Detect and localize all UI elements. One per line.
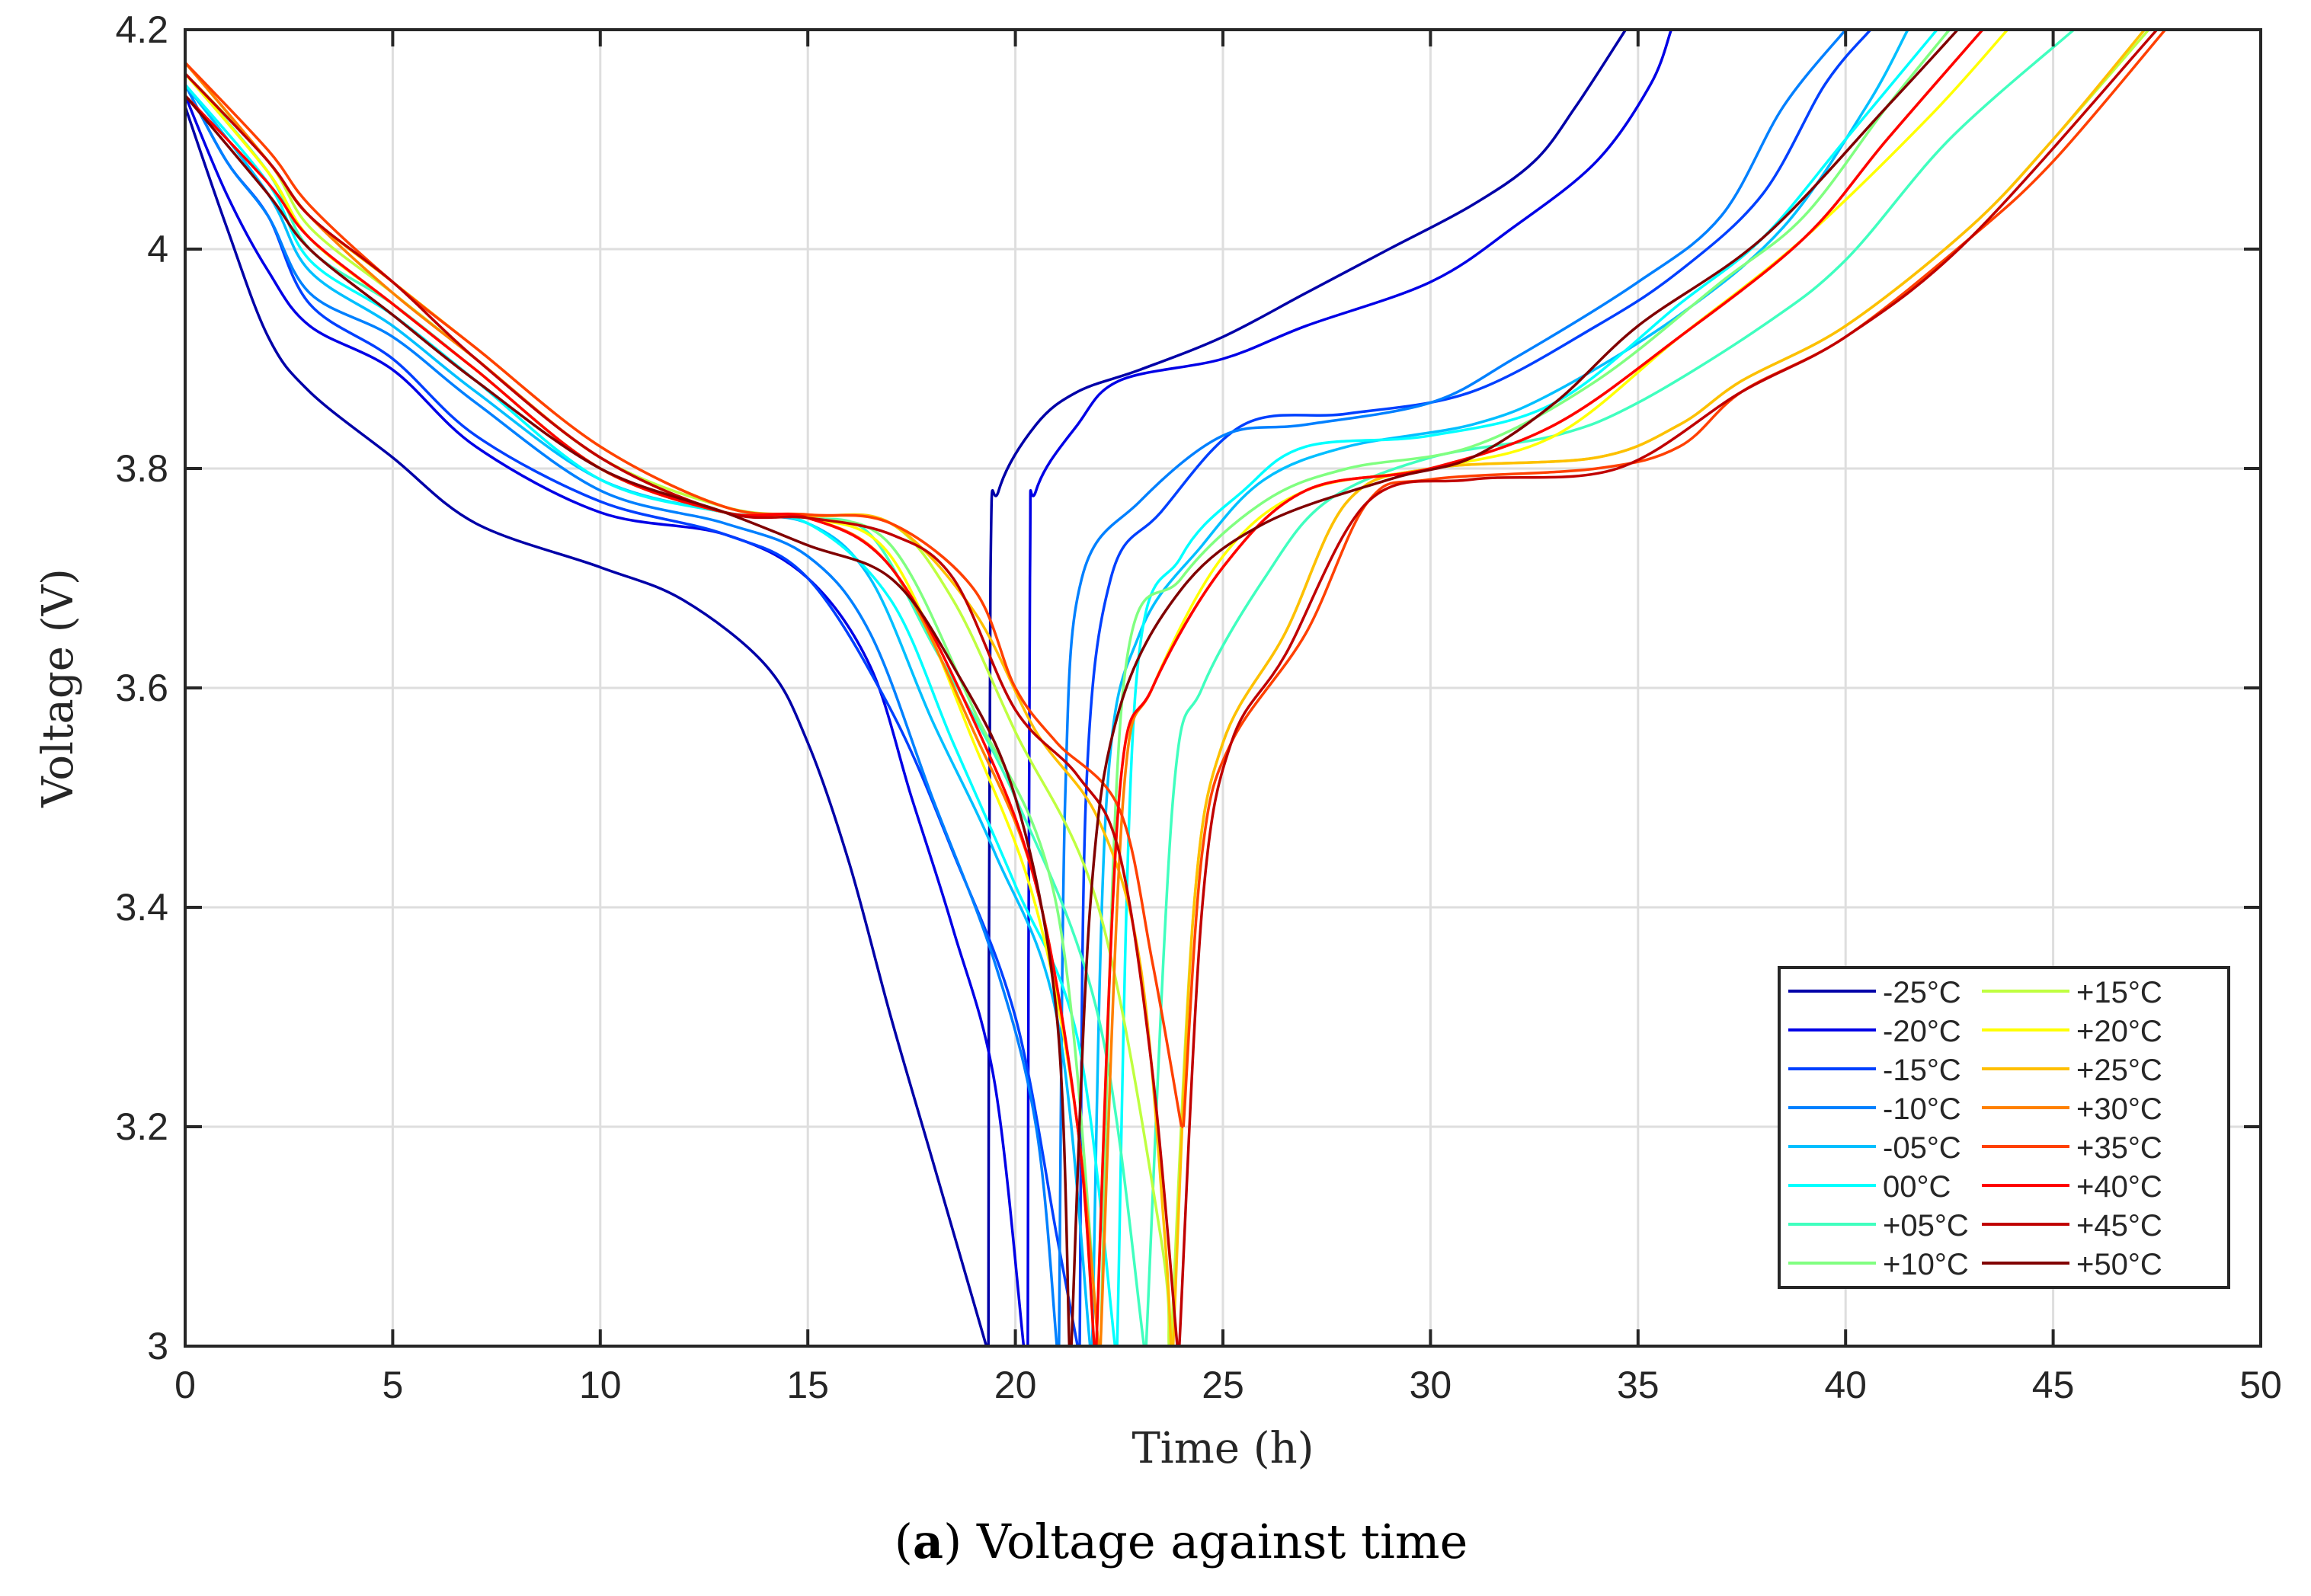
x-tick-label: 20 bbox=[994, 1364, 1037, 1406]
y-tick-label: 3.4 bbox=[115, 886, 168, 929]
charge-line bbox=[1178, 28, 2159, 1347]
caption-label: a bbox=[913, 1514, 943, 1569]
caption-text: Voltage against time bbox=[976, 1514, 1468, 1569]
x-tick-label: 40 bbox=[1824, 1364, 1867, 1406]
legend-box bbox=[1778, 966, 2230, 1289]
legend-label: +50°C bbox=[2076, 1248, 2162, 1281]
legend-label: +05°C bbox=[1883, 1209, 1969, 1243]
discharge-line bbox=[184, 106, 988, 1347]
legend-label: +15°C bbox=[2076, 976, 2162, 1009]
legend-label: +30°C bbox=[2076, 1092, 2162, 1126]
legend-label: +20°C bbox=[2076, 1015, 2162, 1048]
x-tick-label: 35 bbox=[1617, 1364, 1660, 1406]
legend-label: +25°C bbox=[2076, 1054, 2162, 1087]
ticks: 0 5 10 15 20 25 30 35 40 45 50 3 3.2 3.4 3.6 3.8 4 4.2 bbox=[115, 8, 2281, 1406]
legend-label: -15°C bbox=[1883, 1054, 1961, 1087]
discharge-line bbox=[184, 84, 1058, 1347]
x-axis-label: Time (h) bbox=[1131, 1424, 1314, 1473]
legend-label: 00°C bbox=[1883, 1170, 1951, 1204]
legend-label: -10°C bbox=[1883, 1092, 1961, 1126]
discharge-line bbox=[184, 94, 1071, 1347]
y-tick-label: 4 bbox=[147, 228, 168, 270]
legend-label: -25°C bbox=[1883, 976, 1961, 1009]
legend-label: +40°C bbox=[2076, 1170, 2162, 1204]
charge-line bbox=[1070, 28, 1959, 1347]
x-tick-label: 15 bbox=[786, 1364, 829, 1406]
charge-line bbox=[1095, 28, 1984, 1347]
legend-label: +45°C bbox=[2076, 1209, 2162, 1243]
x-tick-label: 25 bbox=[1202, 1364, 1244, 1406]
charge-line bbox=[1058, 28, 1847, 1347]
x-tick-label: 0 bbox=[174, 1364, 196, 1406]
legend-label: +35°C bbox=[2076, 1131, 2162, 1165]
charge-line bbox=[1099, 28, 1951, 1347]
y-tick-label: 4.2 bbox=[115, 8, 168, 51]
y-tick-label: 3.2 bbox=[115, 1105, 168, 1148]
y-tick-label: 3 bbox=[147, 1325, 168, 1367]
charge-line bbox=[1171, 28, 2146, 1347]
legend-label: -20°C bbox=[1883, 1015, 1961, 1048]
discharge-line bbox=[184, 94, 1096, 1347]
x-tick-label: 30 bbox=[1410, 1364, 1452, 1406]
y-tick-label: 3.6 bbox=[115, 667, 168, 709]
charge-line bbox=[1026, 29, 1673, 1347]
x-tick-label: 50 bbox=[2239, 1364, 2282, 1406]
y-tick-label: 3.8 bbox=[115, 447, 168, 490]
legend-label: +10°C bbox=[1883, 1248, 1969, 1281]
x-tick-label: 5 bbox=[382, 1364, 403, 1406]
series-lines bbox=[184, 28, 2167, 1348]
legend-label: -05°C bbox=[1883, 1131, 1961, 1165]
y-axis-label: Voltage (V) bbox=[34, 568, 83, 808]
legend: -25°C -20°C -15°C -10°C -05°C 00°C +05°C +10°C +… bbox=[1778, 966, 2230, 1289]
discharge-line bbox=[184, 84, 1080, 1347]
charge-line bbox=[1090, 29, 1909, 1347]
charge-line bbox=[987, 29, 1627, 1347]
x-tick-label: 45 bbox=[2032, 1364, 2075, 1406]
x-tick-label: 10 bbox=[579, 1364, 622, 1406]
discharge-line bbox=[184, 72, 1179, 1347]
caption: (a) Voltage against time bbox=[895, 1514, 1468, 1569]
